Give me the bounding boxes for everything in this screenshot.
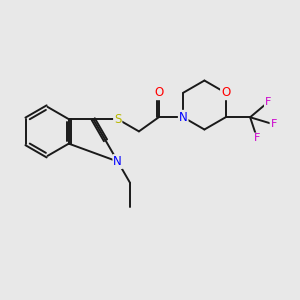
Text: O: O [221,86,230,99]
Text: S: S [114,112,122,126]
Text: F: F [271,119,277,129]
Text: F: F [254,134,260,143]
Text: O: O [154,86,163,99]
Text: N: N [179,111,188,124]
Text: N: N [113,155,122,168]
Text: F: F [265,97,271,107]
